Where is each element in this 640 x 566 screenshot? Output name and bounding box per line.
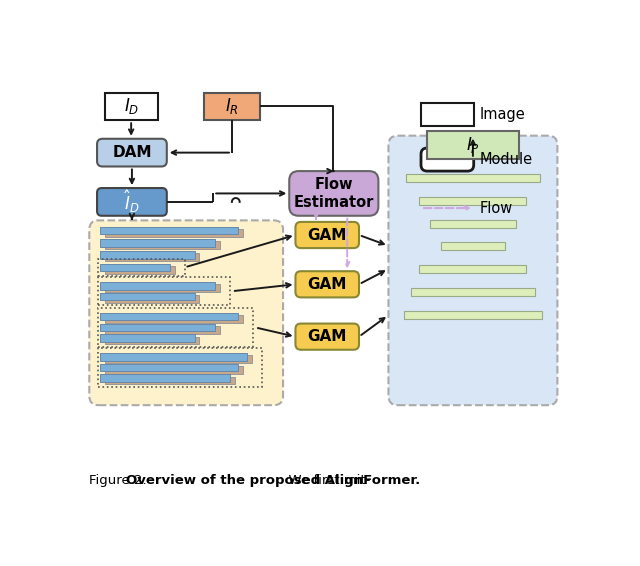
Text: $\hat{I}_D$: $\hat{I}_D$ (124, 188, 140, 215)
Bar (98, 308, 253, 346)
FancyBboxPatch shape (97, 139, 167, 166)
FancyBboxPatch shape (105, 366, 243, 374)
FancyBboxPatch shape (289, 171, 378, 216)
FancyBboxPatch shape (296, 271, 359, 297)
FancyBboxPatch shape (105, 377, 235, 384)
Text: Flow: Flow (480, 200, 513, 216)
FancyBboxPatch shape (100, 374, 230, 382)
FancyBboxPatch shape (296, 222, 359, 248)
FancyBboxPatch shape (105, 93, 157, 121)
FancyBboxPatch shape (430, 220, 516, 228)
FancyBboxPatch shape (105, 229, 243, 237)
FancyBboxPatch shape (441, 242, 505, 250)
FancyBboxPatch shape (204, 93, 260, 121)
FancyBboxPatch shape (100, 264, 170, 271)
FancyBboxPatch shape (100, 226, 238, 234)
Text: Module: Module (480, 152, 533, 167)
FancyBboxPatch shape (411, 288, 535, 296)
FancyBboxPatch shape (105, 326, 220, 333)
Text: $I_D$: $I_D$ (124, 96, 139, 117)
FancyBboxPatch shape (100, 251, 195, 259)
FancyBboxPatch shape (100, 239, 215, 247)
FancyBboxPatch shape (428, 131, 518, 159)
FancyBboxPatch shape (406, 174, 540, 182)
Bar (98, 348, 262, 387)
FancyBboxPatch shape (105, 315, 243, 323)
FancyBboxPatch shape (100, 324, 215, 331)
Text: DAM: DAM (112, 145, 152, 160)
Bar (98, 259, 184, 276)
FancyBboxPatch shape (100, 363, 238, 371)
FancyBboxPatch shape (100, 313, 238, 320)
FancyBboxPatch shape (97, 188, 167, 216)
FancyBboxPatch shape (421, 148, 474, 171)
Text: Overview of the proposed AlignFormer.: Overview of the proposed AlignFormer. (127, 474, 420, 487)
Text: Figure 2.: Figure 2. (90, 474, 156, 487)
Text: GAM: GAM (308, 228, 347, 242)
FancyBboxPatch shape (388, 136, 557, 405)
Text: GAM: GAM (308, 329, 347, 344)
Text: GAM: GAM (308, 277, 347, 292)
Text: Flow
Estimator: Flow Estimator (294, 177, 374, 209)
FancyBboxPatch shape (105, 295, 199, 303)
FancyBboxPatch shape (105, 266, 175, 273)
Text: Image: Image (480, 108, 525, 122)
FancyBboxPatch shape (421, 104, 474, 126)
FancyBboxPatch shape (296, 324, 359, 350)
FancyBboxPatch shape (90, 220, 283, 405)
FancyBboxPatch shape (100, 282, 215, 290)
FancyBboxPatch shape (105, 254, 199, 261)
FancyBboxPatch shape (105, 337, 199, 344)
FancyBboxPatch shape (105, 284, 220, 292)
FancyBboxPatch shape (404, 311, 542, 319)
FancyBboxPatch shape (100, 353, 248, 361)
FancyBboxPatch shape (100, 293, 195, 301)
Bar (98, 277, 230, 305)
Text: We first mit-: We first mit- (280, 474, 371, 487)
Text: $I_R$: $I_R$ (225, 96, 239, 117)
FancyBboxPatch shape (100, 335, 195, 342)
FancyBboxPatch shape (105, 241, 220, 249)
FancyBboxPatch shape (419, 265, 527, 273)
FancyBboxPatch shape (105, 355, 252, 363)
FancyBboxPatch shape (419, 198, 527, 205)
Text: $I_P$: $I_P$ (466, 135, 480, 155)
